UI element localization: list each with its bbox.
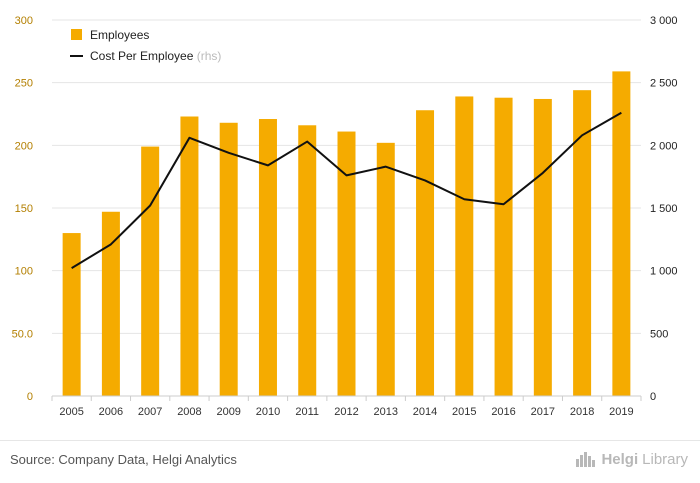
x-tick-label: 2015 [452, 406, 476, 418]
x-tick-label: 2018 [570, 406, 594, 418]
legend-cost-label: Cost Per Employee (rhs) [90, 49, 221, 63]
x-tick-label: 2005 [59, 406, 83, 418]
bar [416, 110, 435, 397]
chart: 0 50.0 100 150 200 250 300 0 500 1 000 1 500 2 000… [12, 15, 678, 418]
bar [180, 116, 199, 397]
right-tick-label: 500 [650, 328, 668, 340]
legend-rhs-note: (rhs) [197, 49, 222, 63]
line-series [71, 111, 622, 270]
x-tick-label: 2011 [295, 406, 319, 418]
bar [62, 233, 81, 396]
right-axis: 0 500 1 000 1 500 2 000 2 500 3 000 [650, 15, 678, 403]
bar [573, 90, 592, 396]
right-tick-label: 3 000 [650, 15, 678, 27]
bar [298, 125, 317, 396]
legend-employees-label: Employees [90, 28, 149, 42]
bar [101, 211, 120, 396]
left-tick-label: 200 [15, 140, 33, 152]
right-tick-label: 1 500 [650, 203, 678, 215]
left-tick-label: 300 [15, 15, 33, 27]
right-tick-label: 2 000 [650, 140, 678, 152]
x-tick-label: 2008 [177, 406, 201, 418]
x-tick-label: 2009 [216, 406, 240, 418]
source-text: Source: Company Data, Helgi Analytics [10, 452, 237, 467]
legend: Employees Cost Per Employee (rhs) [70, 28, 221, 63]
footer: Source: Company Data, Helgi Analytics He… [0, 440, 700, 483]
right-tick-label: 1 000 [650, 266, 678, 278]
bar [219, 122, 238, 397]
left-tick-label: 250 [15, 78, 33, 90]
x-tick-label: 2010 [256, 406, 280, 418]
x-axis: 2005 2006 2007 2008 2009 2010 2011 2012 2013 2014… [51, 395, 642, 418]
bar [533, 98, 552, 397]
brand-name-b: Library [642, 450, 688, 468]
brand-name-a: Helgi [601, 450, 639, 468]
bar [494, 97, 513, 396]
x-tick-label: 2019 [609, 406, 633, 418]
bar-series [62, 71, 631, 397]
left-tick-label: 0 [27, 391, 33, 403]
left-axis: 0 50.0 100 150 200 250 300 [12, 15, 33, 403]
x-tick-label: 2007 [138, 406, 162, 418]
left-tick-label: 50.0 [12, 328, 33, 340]
helgi-library-logo[interactable]: Helgi Library [575, 450, 688, 468]
right-tick-label: 0 [650, 391, 656, 403]
bar [258, 119, 277, 396]
right-tick-label: 2 500 [650, 78, 678, 90]
library-icon [576, 452, 596, 467]
x-tick-label: 2016 [491, 406, 515, 418]
left-tick-label: 100 [15, 266, 33, 278]
bar [455, 96, 474, 396]
bar [376, 142, 395, 396]
bar [337, 131, 356, 396]
x-tick-label: 2012 [334, 406, 358, 418]
bar [141, 146, 160, 396]
x-tick-label: 2013 [374, 406, 398, 418]
x-tick-label: 2017 [531, 406, 555, 418]
bar [612, 71, 631, 397]
left-tick-label: 150 [15, 203, 33, 215]
x-tick-label: 2006 [99, 406, 123, 418]
legend-employees-swatch [71, 29, 82, 40]
x-tick-label: 2014 [413, 406, 437, 418]
cost-per-employee-line [71, 111, 622, 270]
